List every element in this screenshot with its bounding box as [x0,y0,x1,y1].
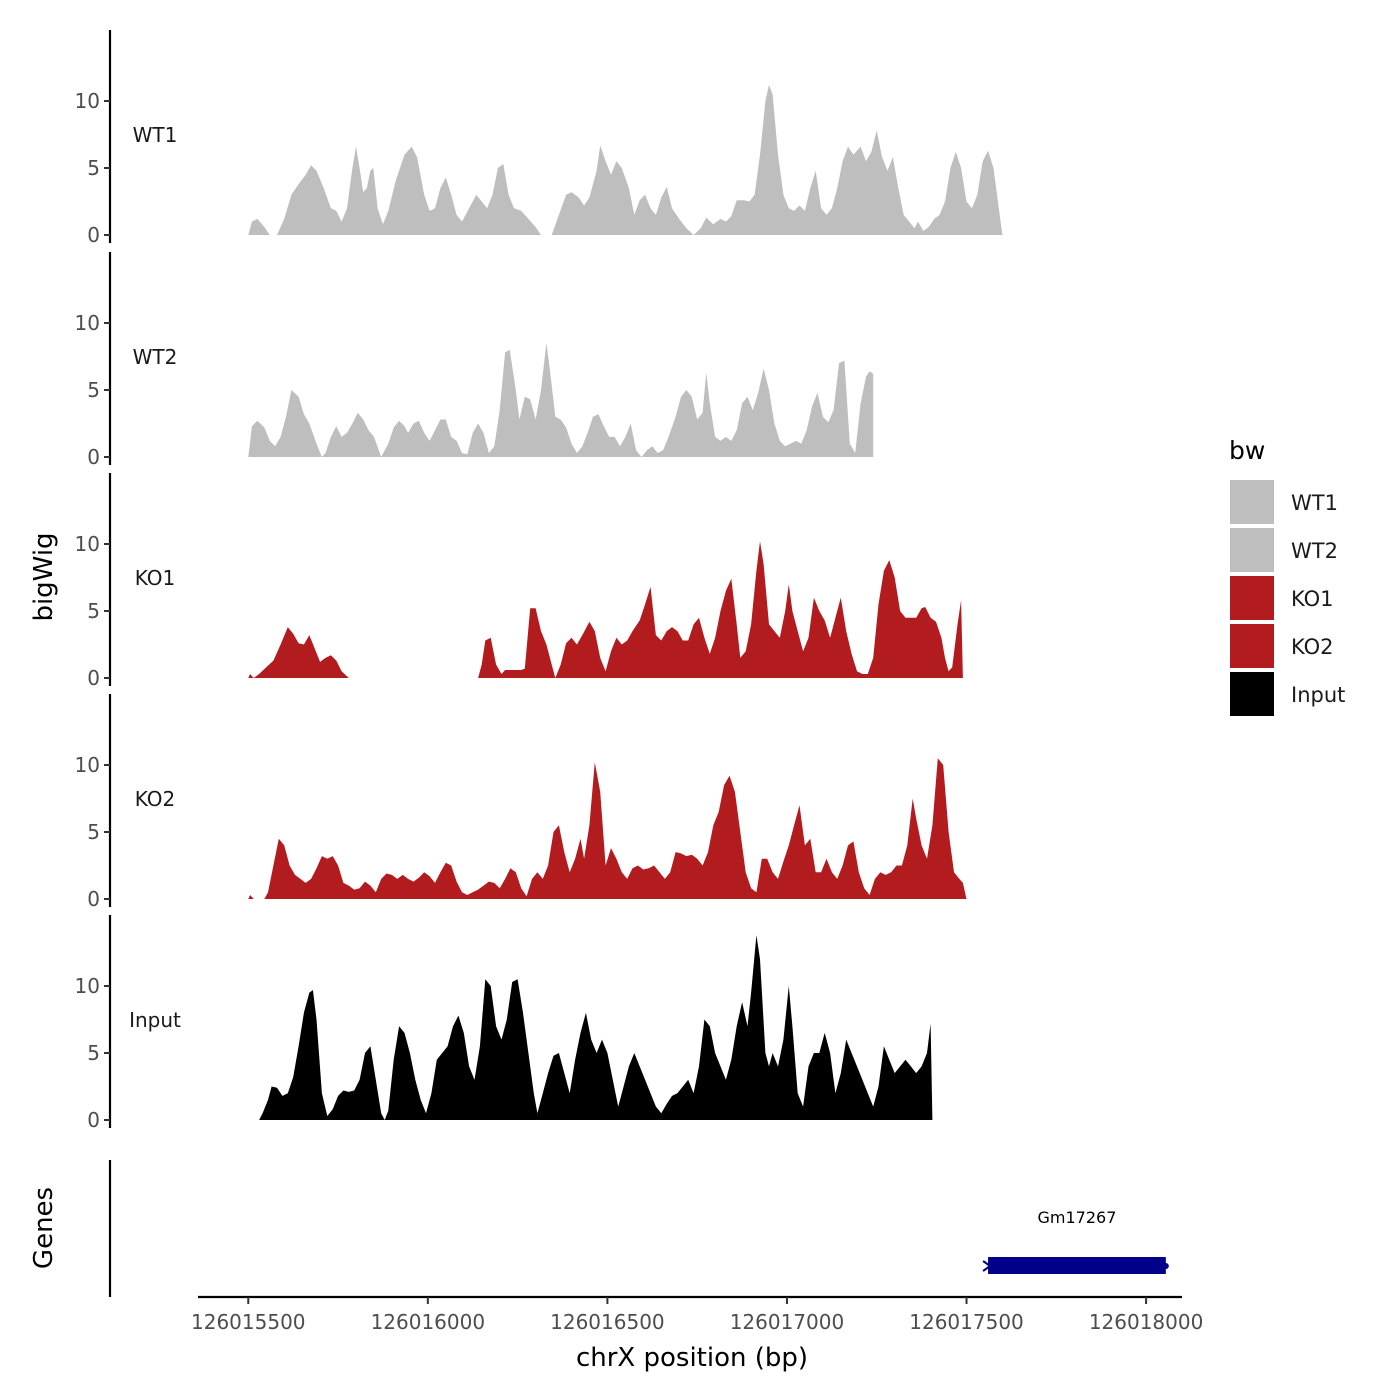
y-tick-label: 0 [87,1108,100,1132]
legend-label: Input [1291,683,1345,707]
track-label: KO2 [135,787,176,811]
legend-swatch [1230,624,1274,668]
x-axis: 126015500 126016000 126016500 126017000 1260… [191,1295,1204,1334]
y-tick-label: 10 [75,532,100,556]
legend-label: KO2 [1291,635,1334,659]
y-tick-label: 10 [75,974,100,998]
y-tick-label: 5 [87,156,100,180]
track-wt1: 0 5 10 WT1 [75,30,1003,247]
y-tick-label: 10 [75,753,100,777]
strand-arrow-icon [982,1260,992,1272]
track-label: Input [129,1008,181,1032]
y-tick-label: 0 [87,223,100,247]
legend-entry-wt1: WT1 [1230,480,1338,524]
track-label: WT1 [133,123,178,147]
track-ko2: 0 5 10 KO2 [75,694,967,911]
legend-swatch [1230,672,1274,716]
gene-gm17267: Gm17267 [982,1208,1169,1274]
y-axis-title: bigWig [29,532,59,621]
gene-label: Gm17267 [1038,1208,1117,1227]
y-tick-label: 5 [87,820,100,844]
area-wt2 [248,343,874,457]
track-label: WT2 [133,345,178,369]
x-tick-label: 126018000 [1089,1310,1204,1334]
track-label: KO1 [135,566,176,590]
x-tick-label: 126016000 [371,1310,486,1334]
x-tick-label: 126016500 [550,1310,665,1334]
legend-label: WT1 [1291,491,1338,515]
legend: bw WT1 WT2 KO1 KO2 Input [1229,436,1345,716]
y-tick-label: 0 [87,666,100,690]
area-ko1 [248,541,963,678]
track-input: 0 5 10 Input [75,915,933,1132]
genes-panel: Gm17267 [108,1160,1169,1297]
legend-label: WT2 [1291,539,1338,563]
legend-swatch [1230,480,1274,524]
y-tick-label: 10 [75,311,100,335]
y-tick-label: 0 [87,887,100,911]
legend-swatch [1230,528,1274,572]
gene-end-marker [1162,1263,1169,1269]
gene-body [988,1257,1166,1274]
genes-axis-title: Genes [29,1187,59,1269]
legend-entry-input: Input [1230,672,1345,716]
legend-entry-ko2: KO2 [1230,624,1334,668]
y-tick-label: 0 [87,445,100,469]
track-panels: 0 5 10 WT1 0 5 10 WT2 0 5 10 KO1 0 5 10 KO2 0 5 10 Input [75,30,1003,1132]
x-tick-label: 126015500 [191,1310,306,1334]
y-tick-label: 5 [87,1041,100,1065]
track-ko1: 0 5 10 KO1 [75,473,963,690]
x-tick-label: 126017500 [909,1310,1024,1334]
y-tick-label: 5 [87,599,100,623]
y-tick-label: 10 [75,89,100,113]
legend-label: KO1 [1291,587,1334,611]
legend-swatch [1230,576,1274,620]
x-axis-title: chrX position (bp) [576,1343,808,1373]
legend-entry-wt2: WT2 [1230,528,1338,572]
legend-title: bw [1229,436,1265,465]
legend-entry-ko1: KO1 [1230,576,1334,620]
track-wt2: 0 5 10 WT2 [75,252,874,469]
area-input [259,935,933,1120]
x-tick-label: 126017000 [730,1310,845,1334]
area-ko2 [248,758,967,899]
y-tick-label: 5 [87,378,100,402]
area-wt1 [248,84,1003,236]
